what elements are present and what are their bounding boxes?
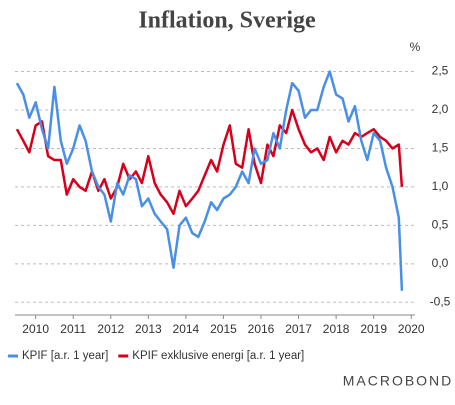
x-tick-label: 2016 [248, 322, 275, 336]
series-line [15, 70, 404, 291]
y-tick-label: 1,0 [432, 179, 449, 193]
x-tick-label: 2020 [398, 322, 425, 336]
x-tick-label: 2014 [173, 322, 200, 336]
source-logo: MACROBOND [343, 373, 454, 389]
y-tick-label: 2,0 [432, 102, 449, 116]
y-tick-label: 2,5 [432, 64, 449, 78]
x-tick-label: 2015 [210, 322, 237, 336]
y-unit: % [410, 40, 421, 54]
y-tick-label: 1,5 [432, 141, 449, 155]
x-tick-label: 2018 [323, 322, 350, 336]
x-tick-label: 2017 [285, 322, 312, 336]
legend-label: KPIF [a.r. 1 year] [22, 350, 108, 362]
x-tick-label: 2019 [360, 322, 387, 336]
legend-label: KPIF exklusive energi [a.r. 1 year] [132, 350, 304, 362]
x-tick-label: 2013 [135, 322, 162, 336]
x-tick-label: 2011 [60, 322, 86, 336]
series-line [15, 108, 404, 216]
y-tick-label: -0,5 [430, 294, 451, 308]
x-tick-label: 2012 [97, 322, 124, 336]
y-tick-label: 0,5 [432, 218, 449, 232]
y-tick-label: 0,0 [432, 256, 449, 270]
chart-title: Inflation, Sverige [138, 8, 316, 34]
x-tick-label: 2010 [22, 322, 49, 336]
